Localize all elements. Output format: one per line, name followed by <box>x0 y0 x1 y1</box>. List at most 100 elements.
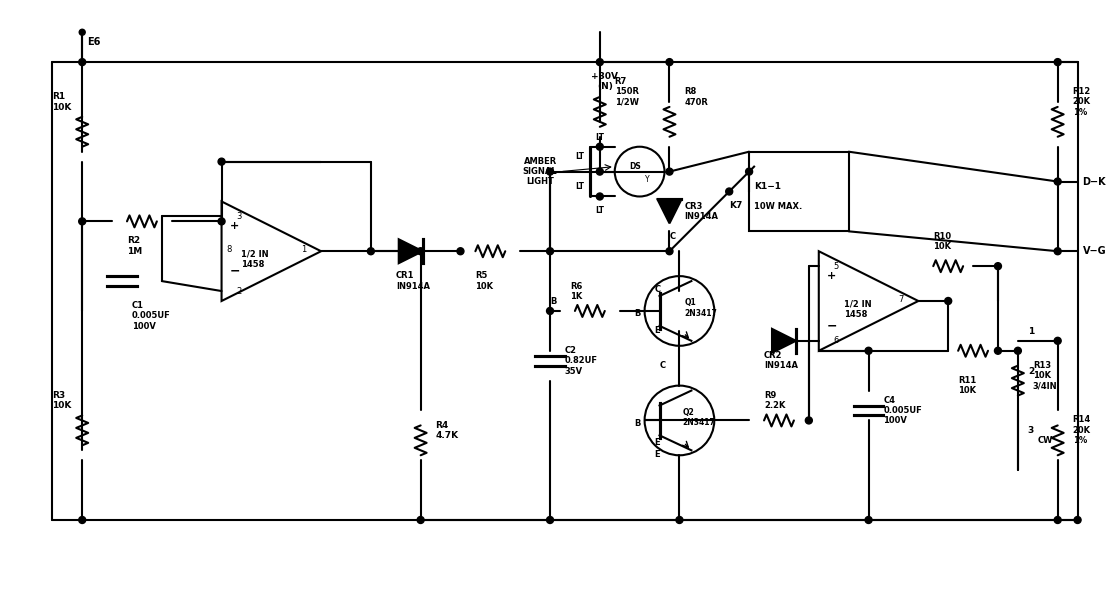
Circle shape <box>547 168 554 175</box>
Polygon shape <box>772 329 796 353</box>
Circle shape <box>596 143 604 150</box>
Text: R4
4.7K: R4 4.7K <box>435 421 459 440</box>
Circle shape <box>79 516 86 523</box>
Text: CR2
IN914A: CR2 IN914A <box>764 351 798 370</box>
Circle shape <box>218 218 225 225</box>
Circle shape <box>596 59 604 66</box>
Circle shape <box>865 347 872 354</box>
Text: 7: 7 <box>898 294 904 304</box>
Circle shape <box>417 516 424 523</box>
Text: D−K: D−K <box>1083 177 1106 186</box>
Text: K1−1: K1−1 <box>754 182 781 191</box>
Text: R10
10K: R10 10K <box>933 232 951 251</box>
Text: B: B <box>635 310 641 319</box>
Circle shape <box>666 248 673 255</box>
Circle shape <box>1055 337 1061 344</box>
Polygon shape <box>657 200 682 224</box>
Text: R6
1K: R6 1K <box>570 282 583 301</box>
Text: R12
20K
1%: R12 20K 1% <box>1072 87 1090 117</box>
Text: 1/2 IN
1458: 1/2 IN 1458 <box>241 249 269 269</box>
Text: C: C <box>670 232 675 241</box>
Circle shape <box>596 193 604 200</box>
Text: +: + <box>827 271 836 281</box>
Text: R1
10K: R1 10K <box>52 92 71 112</box>
Bar <box>749 151 848 231</box>
Circle shape <box>806 417 812 424</box>
Circle shape <box>676 516 683 523</box>
Text: 2: 2 <box>1028 367 1035 376</box>
Text: 5: 5 <box>834 261 839 270</box>
Circle shape <box>1055 178 1061 185</box>
Polygon shape <box>398 239 423 263</box>
Text: 1: 1 <box>301 245 307 254</box>
Circle shape <box>945 297 952 305</box>
Text: R3
10K: R3 10K <box>52 391 71 410</box>
Text: R14
20K
1%: R14 20K 1% <box>1072 415 1090 445</box>
Circle shape <box>666 168 673 175</box>
Circle shape <box>79 29 85 35</box>
Circle shape <box>547 308 554 314</box>
Text: 3: 3 <box>237 212 242 221</box>
Circle shape <box>994 347 1001 354</box>
Circle shape <box>725 188 733 195</box>
Circle shape <box>547 516 554 523</box>
Text: V−G: V−G <box>1083 246 1106 256</box>
Text: Q1
2N3417: Q1 2N3417 <box>684 298 718 318</box>
Text: 1: 1 <box>1028 327 1035 336</box>
Text: AMBER
SIGNAL
LIGHT: AMBER SIGNAL LIGHT <box>522 157 557 186</box>
Text: B: B <box>635 419 641 428</box>
Circle shape <box>666 59 673 66</box>
Text: R5
10K: R5 10K <box>475 271 493 290</box>
Text: 1/2 IN
1458: 1/2 IN 1458 <box>844 299 872 319</box>
Text: E6: E6 <box>87 37 100 47</box>
Text: C: C <box>660 361 665 370</box>
Circle shape <box>218 158 225 165</box>
Text: C: C <box>655 284 661 293</box>
Text: 10W MAX.: 10W MAX. <box>754 202 802 211</box>
Text: 3: 3 <box>1028 426 1035 435</box>
Text: B: B <box>550 297 557 306</box>
Circle shape <box>79 59 86 66</box>
Circle shape <box>456 248 464 255</box>
Text: +: + <box>230 221 239 231</box>
Text: −: − <box>827 319 837 332</box>
Text: LT: LT <box>575 152 584 161</box>
Circle shape <box>1055 59 1061 66</box>
Text: 6: 6 <box>834 337 839 346</box>
Text: LT: LT <box>575 182 584 191</box>
Text: CW: CW <box>1038 436 1054 445</box>
Circle shape <box>79 218 86 225</box>
Circle shape <box>367 248 374 255</box>
Text: CR1
IN914A: CR1 IN914A <box>396 271 430 290</box>
Text: R7
150R
1/2W: R7 150R 1/2W <box>615 77 638 107</box>
Text: Q2
2N3417: Q2 2N3417 <box>682 407 715 427</box>
Circle shape <box>1055 248 1061 255</box>
Text: CR3
IN914A: CR3 IN914A <box>684 202 719 221</box>
Circle shape <box>596 168 604 175</box>
Circle shape <box>745 168 752 175</box>
Text: LT: LT <box>595 133 604 142</box>
Text: C2
0.82UF
35V: C2 0.82UF 35V <box>565 346 598 376</box>
Text: R13
10K
3/4IN: R13 10K 3/4IN <box>1032 361 1058 391</box>
Text: R9
2.2K: R9 2.2K <box>764 391 786 410</box>
Circle shape <box>547 248 554 255</box>
Circle shape <box>1055 516 1061 523</box>
Text: 2: 2 <box>237 287 242 296</box>
Circle shape <box>994 263 1001 270</box>
Text: +30V
(N): +30V (N) <box>591 72 618 91</box>
Circle shape <box>417 248 424 255</box>
Circle shape <box>1014 347 1021 354</box>
Text: R8
470R: R8 470R <box>684 87 709 106</box>
Text: 8: 8 <box>227 245 232 254</box>
Circle shape <box>1074 516 1081 523</box>
Text: E: E <box>655 450 661 459</box>
Text: R11
10K: R11 10K <box>959 376 976 395</box>
Text: R2
1M: R2 1M <box>127 236 142 255</box>
Text: C1
0.005UF
100V: C1 0.005UF 100V <box>132 301 171 331</box>
Text: DS: DS <box>629 162 642 171</box>
Text: E: E <box>655 438 661 447</box>
Text: C4
0.005UF
100V: C4 0.005UF 100V <box>884 395 922 426</box>
Text: E: E <box>655 326 661 335</box>
Text: K7: K7 <box>729 201 742 210</box>
Circle shape <box>865 516 872 523</box>
